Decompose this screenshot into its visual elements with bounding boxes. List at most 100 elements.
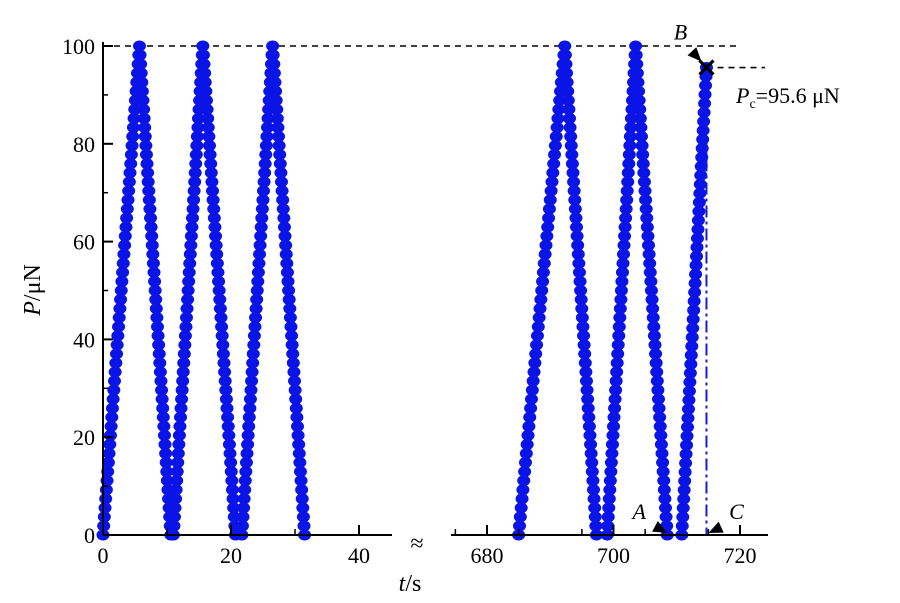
- data-point: [613, 312, 627, 324]
- data-point: [153, 357, 167, 369]
- data-point: [677, 493, 691, 505]
- data-point: [167, 511, 181, 523]
- data-point: [634, 122, 648, 133]
- data-point: [283, 312, 297, 324]
- data-point: [156, 402, 170, 414]
- axis-break-symbol: ≈: [410, 531, 423, 557]
- data-point: [220, 402, 234, 414]
- data-point: [120, 212, 134, 224]
- x-tick-label: 720: [724, 543, 757, 568]
- y-axis-label: P/μN: [20, 264, 46, 317]
- data-point: [603, 475, 617, 487]
- data-point: [101, 457, 115, 469]
- data-point: [281, 275, 295, 287]
- data-point: [559, 58, 573, 70]
- data-point: [152, 348, 166, 360]
- data-point: [103, 438, 117, 450]
- data-point: [546, 167, 560, 179]
- data-point: [271, 122, 285, 133]
- data-point: [539, 239, 553, 251]
- data-point: [691, 214, 705, 226]
- data-point: [170, 466, 184, 478]
- data-point: [248, 321, 262, 333]
- data-point: [678, 475, 692, 487]
- data-point: [654, 438, 668, 450]
- data-point: [179, 312, 193, 324]
- data-point: [623, 140, 637, 152]
- axes: [102, 42, 768, 536]
- data-point: [101, 466, 115, 478]
- data-point: [212, 285, 226, 296]
- data-point: [140, 158, 154, 170]
- data-point: [524, 402, 538, 414]
- data-point: [694, 169, 708, 181]
- data-point: [689, 268, 703, 280]
- data-point: [647, 330, 661, 342]
- data-point: [616, 257, 630, 269]
- data-point: [631, 76, 645, 88]
- data-point: [157, 429, 171, 441]
- data-point: [588, 511, 602, 523]
- data-point: [274, 167, 288, 179]
- data-point: [580, 384, 594, 396]
- data-point: [134, 67, 148, 79]
- data-point: [145, 239, 159, 251]
- data-point: [216, 339, 230, 351]
- data-point: [219, 393, 233, 405]
- data-point: [137, 112, 151, 124]
- data-point: [513, 511, 527, 523]
- data-point: [204, 158, 218, 170]
- data-point: [564, 140, 578, 152]
- data-point: [275, 185, 289, 197]
- data-point: [619, 212, 633, 224]
- data-point: [614, 285, 628, 296]
- data-point: [280, 266, 294, 278]
- data-point: [177, 357, 191, 369]
- data-point: [276, 203, 290, 215]
- data-point: [155, 384, 169, 396]
- data-point: [210, 257, 224, 269]
- data-point: [125, 140, 139, 152]
- data-point: [198, 67, 212, 79]
- data-point: [676, 502, 690, 514]
- data-point: [659, 502, 673, 514]
- data-point: [530, 330, 544, 342]
- data-point: [288, 375, 302, 387]
- data-point: [690, 232, 704, 244]
- data-point: [144, 221, 158, 233]
- data-point: [211, 266, 225, 278]
- data-point: [137, 103, 151, 115]
- data-point: [529, 348, 543, 360]
- data-point: [257, 176, 271, 188]
- data-point: [680, 430, 694, 442]
- data-point: [640, 221, 654, 233]
- data-point: [286, 348, 300, 360]
- x-tick-label: 40: [348, 543, 370, 568]
- data-point: [612, 330, 626, 342]
- data-point: [278, 230, 292, 242]
- data-point: [104, 420, 118, 432]
- data-point: [615, 266, 629, 278]
- data-point: [284, 321, 298, 333]
- data-point: [632, 85, 646, 97]
- data-point: [530, 339, 544, 351]
- data-point: [577, 339, 591, 351]
- data-point: [198, 76, 212, 88]
- data-point: [214, 312, 228, 324]
- data-point: [516, 484, 530, 496]
- data-point: [613, 303, 627, 315]
- data-point: [116, 257, 130, 269]
- data-point: [197, 58, 211, 70]
- data-point: [115, 275, 129, 287]
- data-point: [97, 511, 111, 523]
- data-point: [184, 239, 198, 251]
- data-point: [582, 411, 596, 423]
- data-point: [699, 79, 713, 91]
- data-point: [680, 439, 694, 451]
- data-point: [650, 366, 664, 378]
- data-point: [267, 58, 281, 70]
- data-point: [548, 140, 562, 152]
- data-point: [112, 312, 126, 324]
- data-point: [136, 94, 150, 106]
- data-point: [106, 393, 120, 405]
